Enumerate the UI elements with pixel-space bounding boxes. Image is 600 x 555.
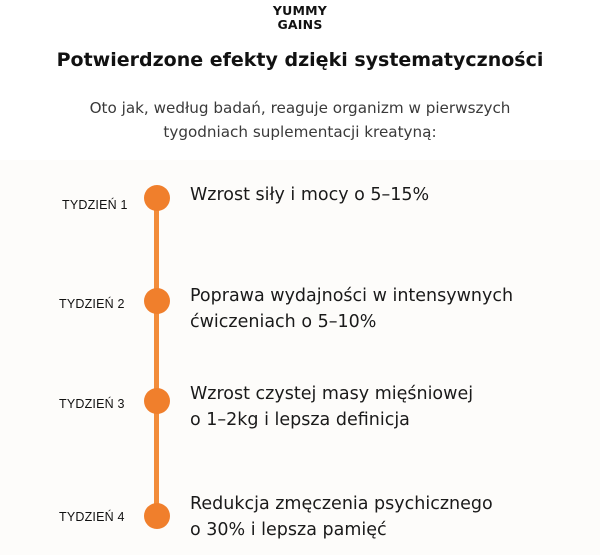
effect-week-3-line2: o 1–2kg i lepsza definicja <box>190 410 410 430</box>
brand-logo: YUMMY GAINS <box>0 4 600 32</box>
page-title: Potwierdzone efekty dzięki systematyczno… <box>56 49 544 71</box>
effect-week-4-line1: Redukcja zmęczenia psychicznego <box>190 494 493 514</box>
brand-logo-line1: YUMMY <box>272 3 328 18</box>
effect-week-2: Poprawa wydajności w intensywnych ćwicze… <box>190 283 590 335</box>
timeline-dot-week-1 <box>144 185 170 211</box>
brand-logo-line2: GAINS <box>277 17 323 32</box>
timeline-line <box>154 198 159 518</box>
effect-week-4-line2: o 30% i lepsza pamięć <box>190 520 387 540</box>
effect-week-3: Wzrost czystej masy mięśniowej o 1–2kg i… <box>190 381 590 433</box>
effect-week-2-line2: ćwiczeniach o 5–10% <box>190 312 377 332</box>
effect-week-4: Redukcja zmęczenia psychicznego o 30% i … <box>190 491 590 543</box>
timeline-panel <box>0 160 600 555</box>
effect-week-1-line1: Wzrost siły i mocy o 5–15% <box>190 185 430 205</box>
effect-week-2-line1: Poprawa wydajności w intensywnych <box>190 286 514 306</box>
effect-week-3-line1: Wzrost czystej masy mięśniowej <box>190 384 474 404</box>
week-label-2: TYDZIEŃ 2 <box>59 297 125 311</box>
timeline-dot-week-3 <box>144 388 170 414</box>
week-label-4: TYDZIEŃ 4 <box>59 510 125 524</box>
week-label-3: TYDZIEŃ 3 <box>59 397 125 411</box>
timeline-dot-week-4 <box>144 503 170 529</box>
effect-week-1: Wzrost siły i mocy o 5–15% <box>190 182 590 208</box>
page-subtitle: Oto jak, według badań, reaguje organizm … <box>89 99 511 141</box>
week-label-1: TYDZIEŃ 1 <box>62 198 128 212</box>
timeline-dot-week-2 <box>144 288 170 314</box>
